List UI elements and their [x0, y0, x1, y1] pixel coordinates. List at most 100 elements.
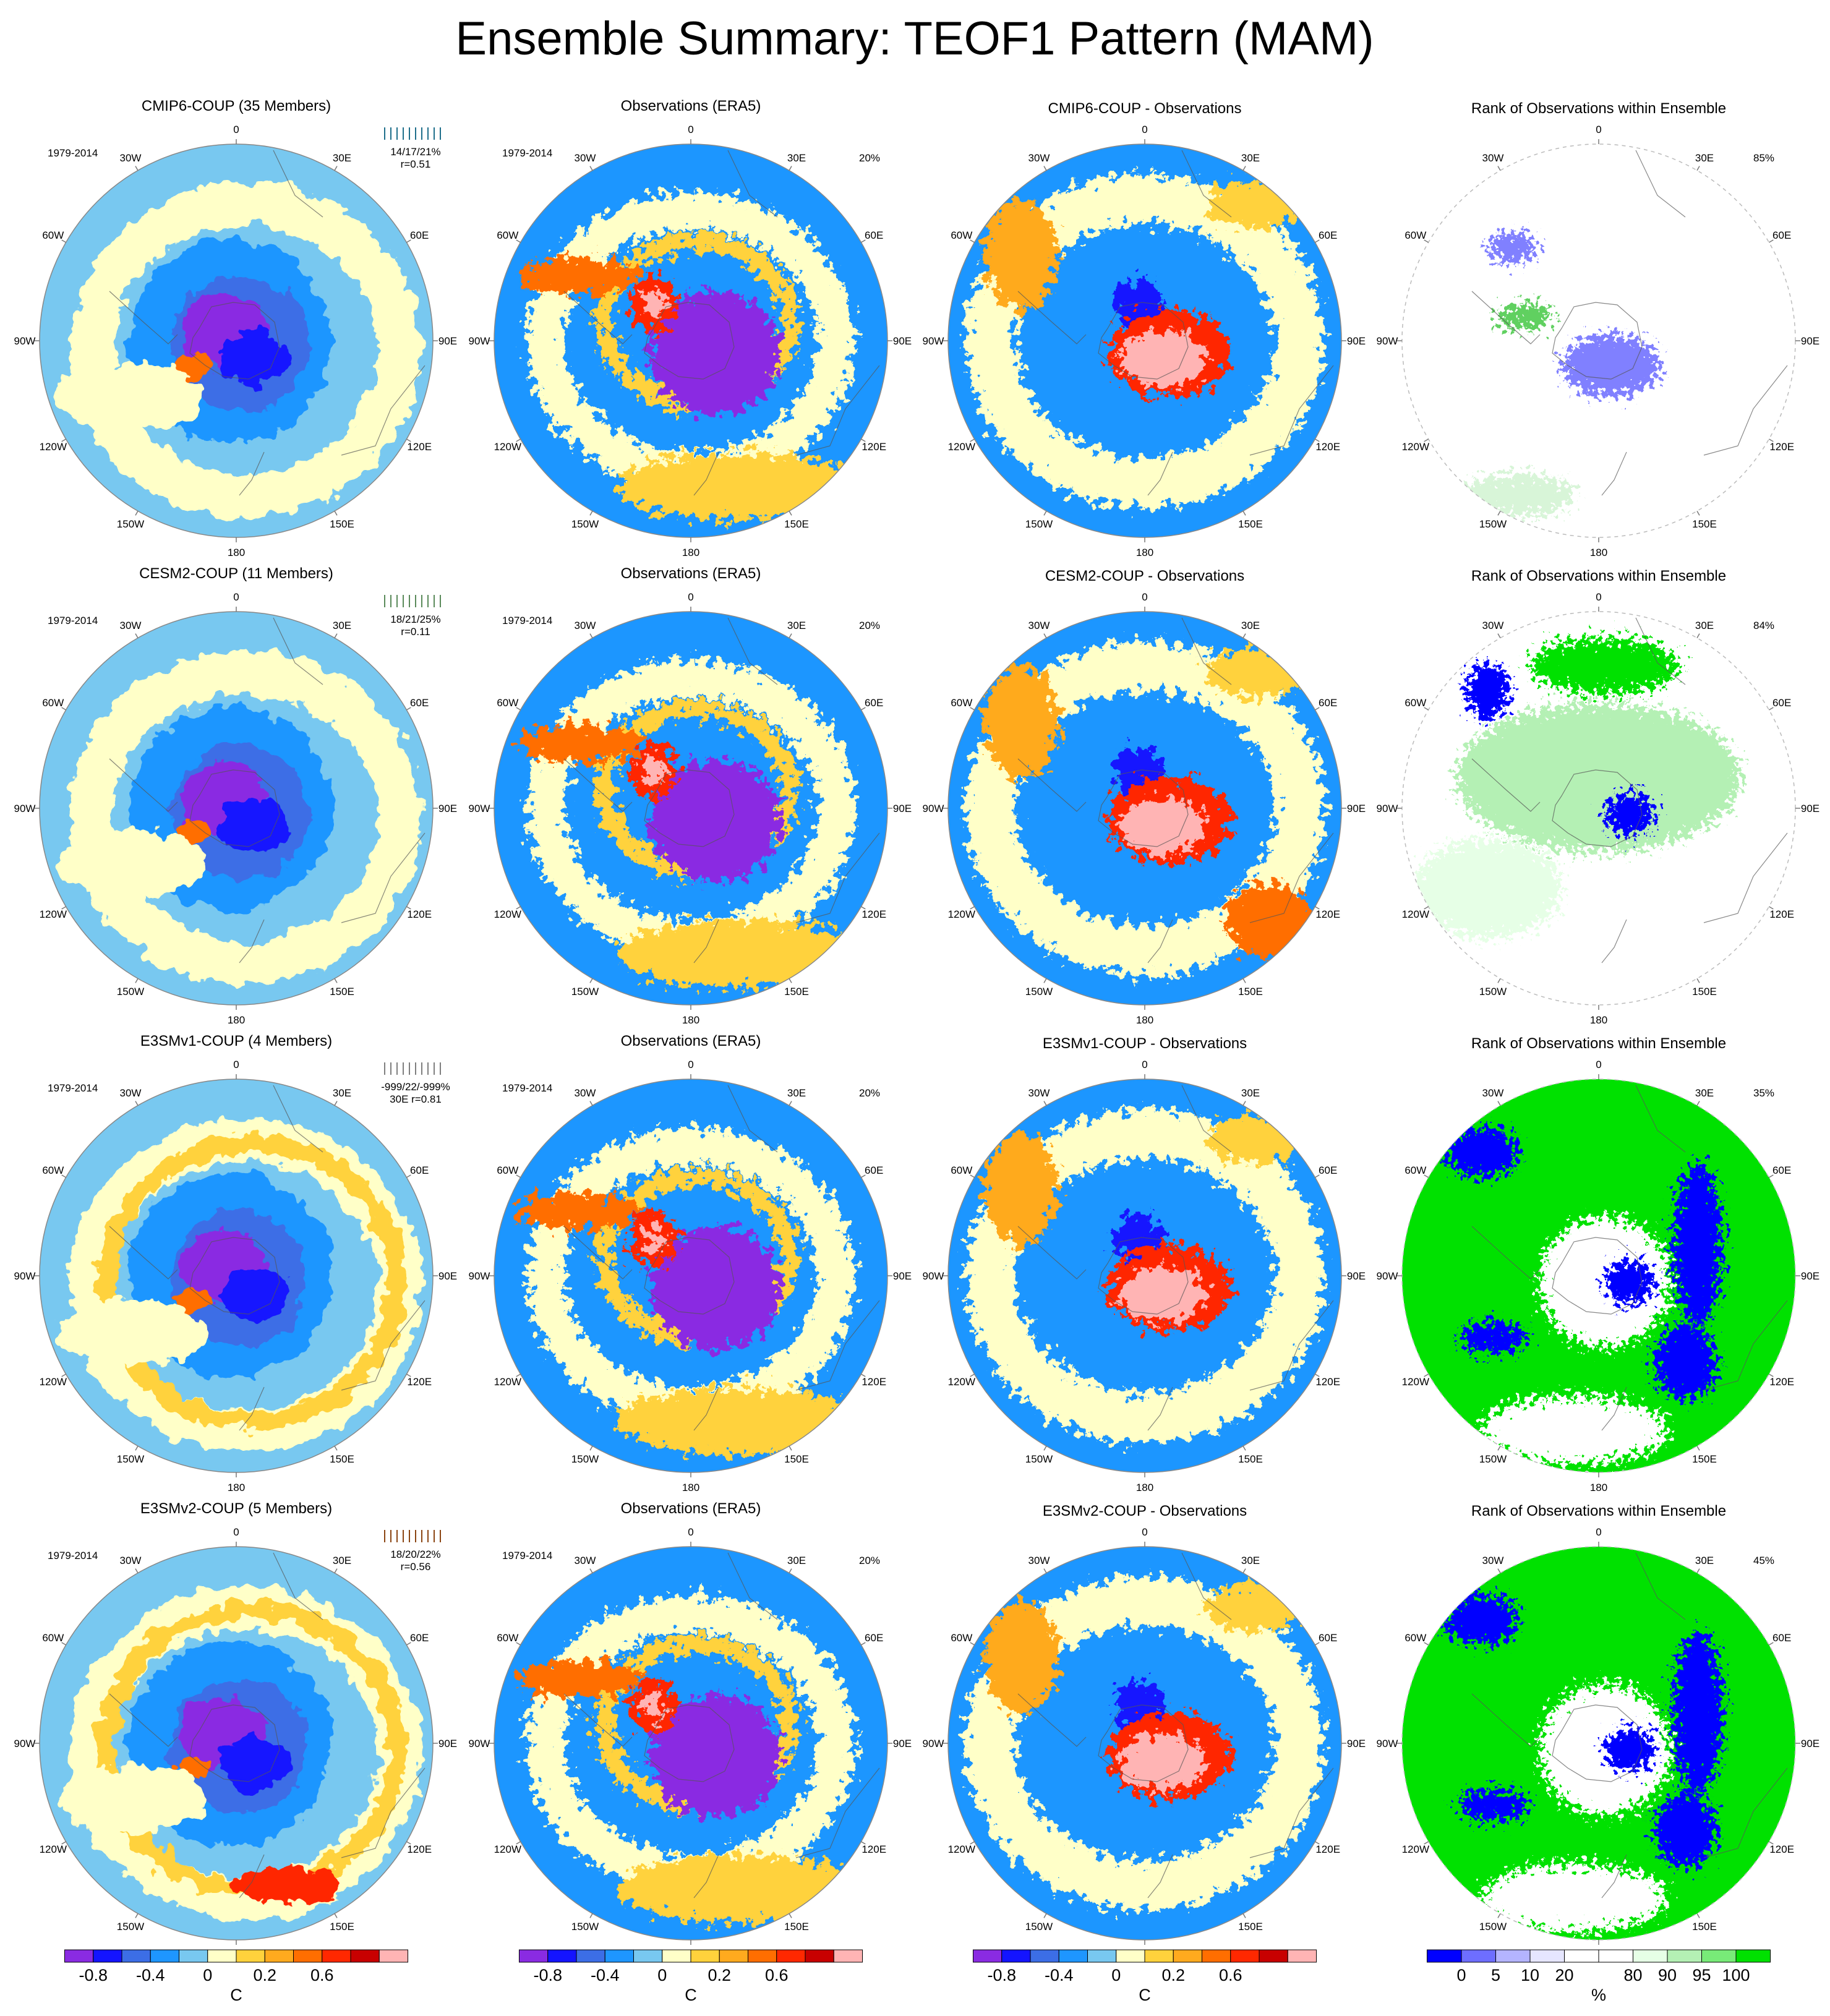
panel-row: CMIP6-COUP (35 Members) 1979-2014 14/17/21…: [14, 98, 1820, 558]
longitude-label: 120E: [1315, 441, 1340, 453]
longitude-tick: [1769, 438, 1774, 442]
longitude-tick: [1424, 1642, 1429, 1646]
longitude-tick: [1315, 906, 1320, 910]
colorbar-swatch: [719, 1949, 748, 1963]
longitude-tick: [334, 166, 338, 171]
rank-map-field: [1402, 1079, 1795, 1472]
new-zealand-coastline: [239, 451, 265, 496]
observations-panel: Observations (ERA5) 1979-2014 20% 0 30E 60E 90…: [469, 1033, 912, 1493]
longitude-label: 150W: [1025, 1453, 1053, 1465]
longitude-tick: [1696, 1101, 1700, 1106]
longitude-label: 60W: [951, 229, 972, 241]
longitude-tick: [61, 239, 66, 243]
colorbar-swatch: [1598, 1949, 1633, 1963]
longitude-label: 120W: [948, 908, 975, 920]
antarctica-coastline: [644, 1704, 735, 1782]
longitude-label: 120W: [948, 441, 975, 453]
longitude-tick: [789, 1446, 792, 1451]
colorbar-unit: %: [1591, 1986, 1606, 2004]
rank-panel: Rank of Observations within Ensemble 35% 0…: [1377, 1035, 1820, 1493]
antarctica-coastline: [1098, 302, 1189, 380]
longitude-label: 30E: [787, 1555, 806, 1566]
new-zealand-coastline: [1147, 919, 1173, 963]
longitude-label: 30W: [1482, 620, 1504, 631]
colorbar-tick-label: 0.6: [1219, 1966, 1242, 1984]
longitude-label: 30W: [120, 620, 142, 631]
map-field: [948, 1547, 1341, 1940]
longitude-label: 120E: [1769, 908, 1794, 920]
longitude-label: 180: [1136, 547, 1153, 558]
longitude-label: 0: [233, 1059, 239, 1070]
longitude-tick: [406, 1373, 411, 1377]
longitude-tick: [1497, 1568, 1501, 1573]
longitude-label: 90E: [893, 803, 912, 814]
colorbar-swatch: [1701, 1949, 1737, 1963]
longitude-label: 30W: [1482, 152, 1504, 164]
longitude-label: 30E: [1695, 620, 1714, 631]
antarctica-coastline: [1098, 1704, 1189, 1782]
new-zealand-coastline: [1601, 451, 1627, 496]
longitude-label: 60W: [951, 697, 972, 709]
longitude-label: 150E: [1692, 518, 1717, 530]
longitude-label: 150E: [784, 518, 809, 530]
longitude-label: 60E: [1319, 229, 1337, 241]
longitude-tick: [135, 1101, 139, 1106]
africa-coastline: [727, 150, 778, 218]
longitude-label: 120E: [862, 1843, 886, 1855]
australia-coastline: [341, 1300, 425, 1391]
longitude-tick: [1043, 1913, 1047, 1918]
longitude-label: 60W: [42, 229, 64, 241]
australia-coastline: [795, 1767, 880, 1858]
longitude-label: 60E: [865, 1632, 883, 1644]
longitude-tick: [1242, 511, 1246, 516]
new-zealand-coastline: [1601, 1386, 1627, 1431]
colorbar-swatch: [1633, 1949, 1668, 1963]
rank-percent: 84%: [1753, 620, 1774, 631]
temperature-colorbar: -0.8 -0.4 0 0.2 0.6 C: [64, 1949, 408, 2004]
longitude-tick: [1043, 978, 1047, 983]
longitude-label: 30W: [1482, 1087, 1504, 1099]
longitude-label: 180: [1590, 1014, 1607, 1026]
south-america-coastline: [109, 1226, 178, 1279]
longitude-label: 30W: [575, 1555, 596, 1566]
longitude-label: 150E: [1692, 1921, 1717, 1933]
pattern-correlation: r=0.11: [401, 626, 430, 638]
longitude-tick: [970, 1174, 975, 1178]
australia-coastline: [1703, 832, 1788, 923]
period-label: 1979-2014: [48, 1550, 98, 1561]
colorbar-swatch: [264, 1949, 294, 1963]
colorbar-swatch: [973, 1949, 1003, 1963]
longitude-label: 60E: [1319, 697, 1337, 709]
model-panel: E3SMv1-COUP (4 Members) 1979-2014 -999/22/…: [14, 1033, 458, 1493]
longitude-label: 90W: [1377, 1270, 1398, 1282]
longitude-tick: [406, 1174, 411, 1178]
longitude-label: 60E: [1772, 1164, 1791, 1176]
longitude-label: 60E: [410, 1164, 429, 1176]
longitude-tick: [970, 239, 975, 243]
longitude-label: 0: [233, 124, 239, 135]
longitude-label: 150E: [784, 1921, 809, 1933]
rank-panel-title: Rank of Observations within Ensemble: [1471, 1035, 1726, 1052]
longitude-label: 60W: [1405, 1632, 1426, 1644]
longitude-label: 60W: [497, 697, 518, 709]
longitude-tick: [789, 633, 792, 638]
longitude-tick: [970, 1642, 975, 1646]
colorbar-swatch: [322, 1949, 351, 1963]
colorbar-swatch: [121, 1949, 151, 1963]
longitude-label: 30E: [1241, 152, 1260, 164]
longitude-label: 0: [688, 1059, 693, 1070]
longitude-tick: [1497, 633, 1501, 638]
longitude-tick: [970, 906, 975, 910]
longitude-tick: [589, 1101, 593, 1106]
map-field: [948, 612, 1341, 1005]
longitude-tick: [1497, 1913, 1501, 1918]
africa-coastline: [1635, 150, 1686, 218]
longitude-tick: [61, 1841, 66, 1845]
colorbar-swatch: [833, 1949, 863, 1963]
longitude-tick: [861, 239, 866, 243]
longitude-tick: [1424, 1841, 1429, 1845]
longitude-label: 90W: [14, 1270, 36, 1282]
difference-panel: E3SMv1-COUP - Observations 0 30E 60E 90E 120E…: [923, 1035, 1366, 1493]
longitude-label: 120E: [1315, 908, 1340, 920]
longitude-label: 30W: [120, 1555, 142, 1566]
